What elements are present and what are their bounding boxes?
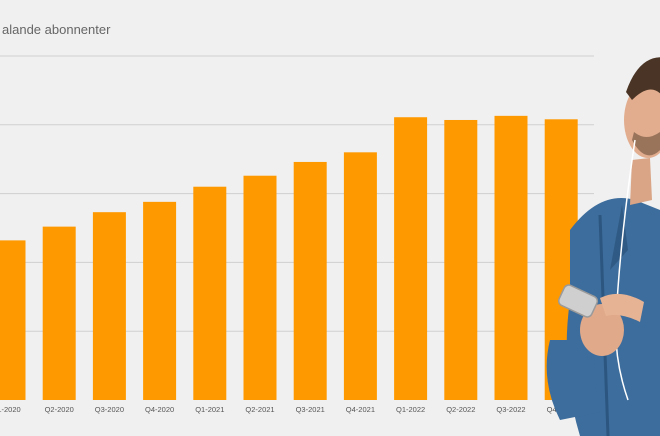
x-tick-label: Q2-2020: [45, 405, 74, 414]
bar-q4-2020: [143, 201, 177, 400]
bar-q2-2020: [42, 226, 76, 400]
bar-q3-2020: [92, 212, 126, 400]
bar-q2-2021: [243, 175, 277, 400]
x-tick-label: Q3-2020: [95, 405, 124, 414]
x-tick-labels: 1-2020 Q2-2020 Q3-2020 Q4-2020 Q1-2021 Q2-202…: [0, 405, 576, 414]
x-tick-label: Q2-2021: [245, 405, 274, 414]
bar-q1-2022: [394, 117, 428, 401]
person-with-phone-image: [546, 57, 660, 436]
x-tick-label: Q3-2021: [296, 405, 325, 414]
bar-q4-2021: [343, 152, 377, 400]
x-tick-label: 1-2020: [0, 405, 21, 414]
chart-title: alande abonnenter: [2, 22, 111, 37]
bar-q2-2022: [444, 119, 478, 400]
bars: [0, 115, 578, 401]
bar-q3-2021: [293, 161, 327, 400]
x-tick-label: Q3-2022: [496, 405, 525, 414]
x-tick-label: Q1-2021: [195, 405, 224, 414]
x-tick-label: Q2-2022: [446, 405, 475, 414]
x-tick-label: Q4-2020: [145, 405, 174, 414]
bar-q1-2020: [0, 240, 26, 400]
bar-q1-2021: [193, 186, 227, 400]
x-tick-label: Q4-2021: [346, 405, 375, 414]
bar-q3-2022: [494, 115, 528, 400]
x-tick-label: Q1-2022: [396, 405, 425, 414]
